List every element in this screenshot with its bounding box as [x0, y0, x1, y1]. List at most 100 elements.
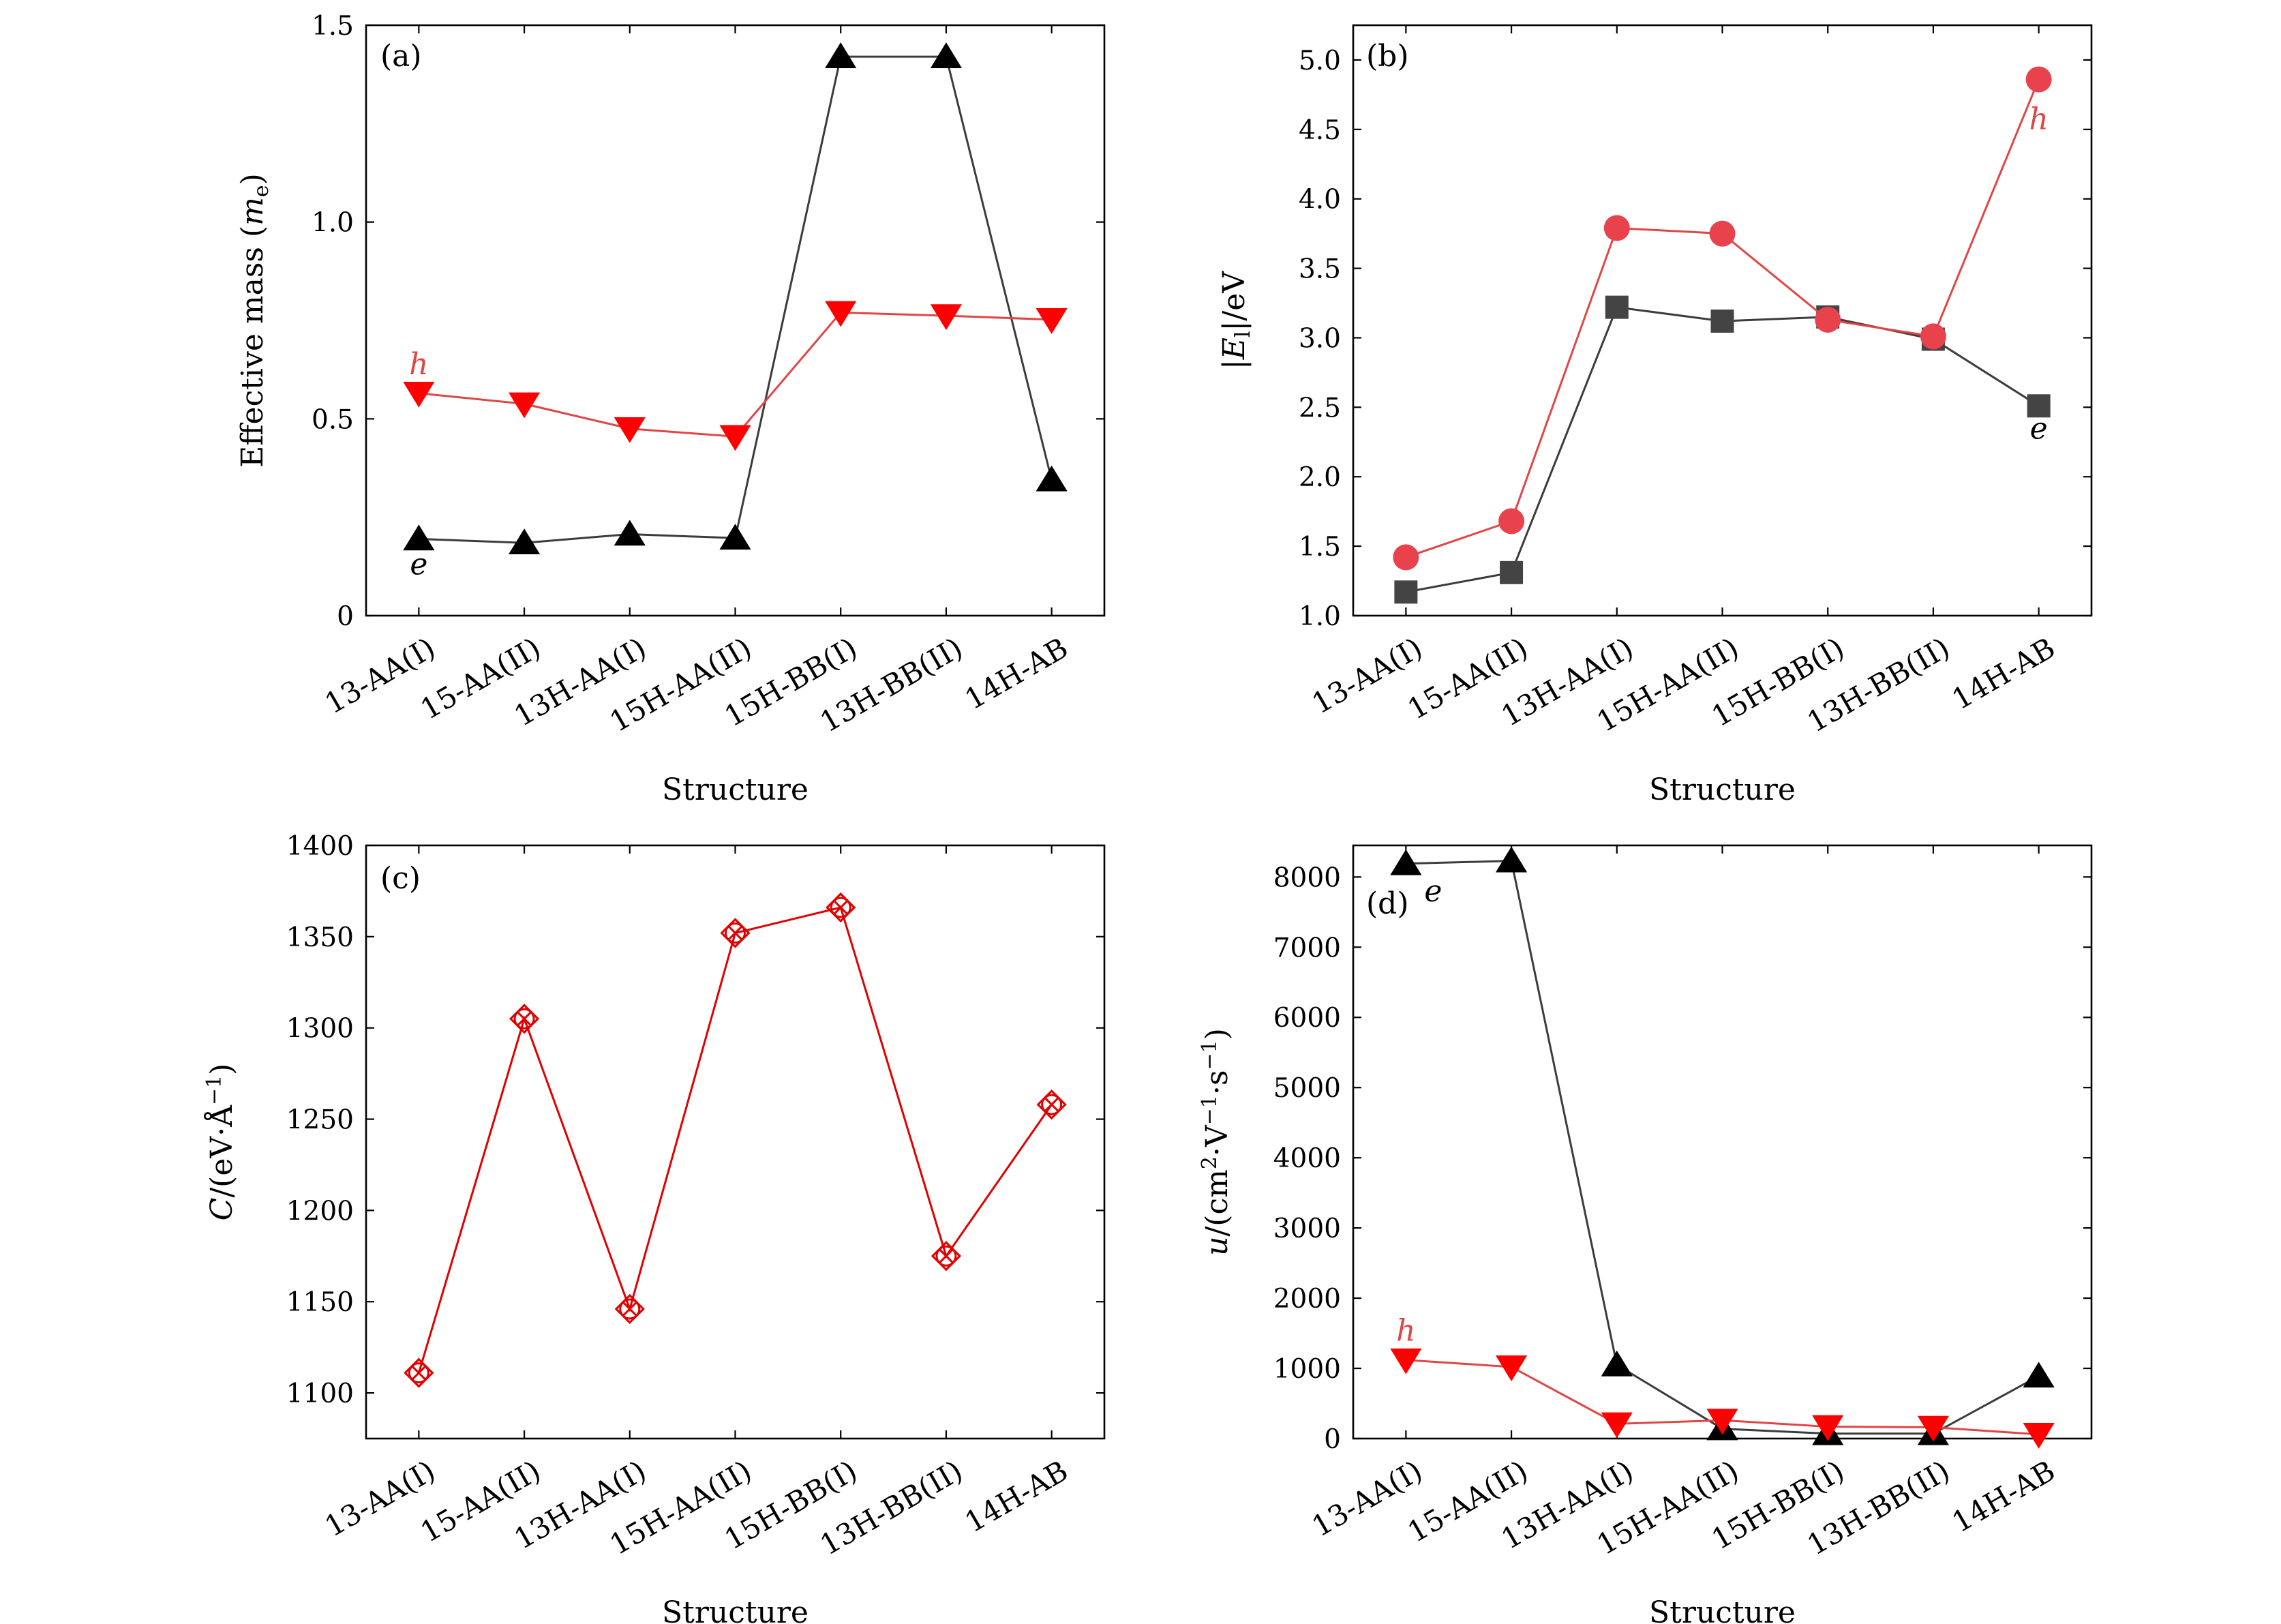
data-point	[1036, 308, 1068, 334]
x-axis-label: Structure	[662, 1595, 809, 1624]
data-point	[1036, 465, 1068, 492]
y-tick-label: 4000	[1273, 1143, 1341, 1174]
data-point	[1605, 295, 1629, 319]
series-annotation: h	[1396, 1314, 1415, 1349]
y-tick-label: 4.5	[1299, 115, 1341, 146]
y-tick-label: 5000	[1273, 1073, 1341, 1104]
y-tick-label: 1000	[1273, 1354, 1341, 1385]
x-tick-label: 14H-AB	[1946, 631, 2061, 716]
data-point	[719, 425, 751, 451]
y-tick-label: 0	[337, 601, 354, 632]
y-tick-label: 8000	[1273, 862, 1341, 893]
y-tick-label: 1.5	[312, 11, 354, 42]
data-point	[509, 1004, 540, 1034]
data-point	[930, 42, 963, 68]
data-point	[2023, 1362, 2055, 1388]
x-tick-label: 14H-AB	[959, 631, 1074, 716]
data-point	[719, 524, 751, 550]
data-point	[1495, 1355, 1528, 1381]
data-point	[825, 42, 857, 68]
x-tick-label: 14H-AB	[1946, 1454, 2061, 1539]
series-e: e	[1390, 846, 2055, 1445]
y-tick-label: 1250	[286, 1105, 354, 1136]
y-tick-label: 1150	[286, 1287, 354, 1318]
data-point	[403, 524, 435, 551]
y-tick-label: 1400	[286, 831, 354, 862]
y-tick-label: 4.0	[1299, 185, 1341, 215]
series-line	[417, 906, 1053, 1374]
chart-panel-d: 01000200030004000500060007000800013-AA(I…	[1198, 844, 2093, 1624]
plot-frame	[1352, 844, 2093, 1440]
x-axis-label: Structure	[1649, 1595, 1796, 1624]
chart-panel-b: 1.01.52.02.53.03.54.04.55.013-AA(I)15-AA…	[1217, 24, 2093, 807]
data-point	[1500, 560, 1524, 584]
data-point	[1709, 220, 1736, 247]
series-annotation: h	[2029, 102, 2048, 136]
data-point	[931, 1241, 962, 1272]
y-tick-label: 2.0	[1299, 462, 1341, 493]
data-point	[1917, 1415, 1950, 1442]
y-tick-label: 1300	[286, 1014, 354, 1044]
data-point	[1710, 310, 1734, 333]
data-point	[614, 417, 646, 443]
x-axis-label: Structure	[1649, 772, 1796, 807]
series-annotation: h	[409, 347, 428, 382]
panel-label: (b)	[1366, 39, 1409, 74]
data-point	[1706, 1409, 1738, 1435]
series-h: h	[1390, 1314, 2055, 1449]
y-tick-label: 1.0	[1299, 601, 1341, 632]
x-axis-label: Structure	[662, 772, 809, 807]
data-point	[826, 892, 856, 923]
y-axis-label: C/(eV·Å−1)	[202, 1064, 239, 1221]
data-point	[1601, 1412, 1633, 1439]
y-tick-label: 7000	[1273, 933, 1341, 963]
series-annotation: e	[1424, 874, 1442, 909]
data-point	[508, 392, 541, 419]
series-annotation: e	[410, 547, 427, 582]
y-tick-label: 2.5	[1299, 393, 1341, 423]
data-point	[720, 918, 751, 948]
data-point	[1390, 849, 1422, 875]
chart-panel-c: 110011501200125013001350140013-AA(I)15-A…	[202, 831, 1106, 1624]
data-point	[1036, 1089, 1067, 1120]
y-tick-label: 0	[1324, 1424, 1341, 1455]
data-point	[1920, 323, 1946, 350]
data-point	[2027, 394, 2051, 418]
series-line	[419, 55, 1053, 544]
y-tick-label: 3000	[1273, 1214, 1341, 1244]
chart-panel-a: 00.51.01.513-AA(I)15-AA(II)13H-AA(I)15H-…	[235, 11, 1106, 807]
data-point	[403, 382, 435, 408]
y-tick-label: 3.0	[1299, 323, 1341, 354]
y-tick-label: 1.0	[312, 208, 354, 239]
panel-label: (d)	[1366, 886, 1409, 921]
data-point	[1603, 215, 1630, 241]
data-point	[1495, 846, 1528, 873]
data-point	[508, 528, 541, 554]
y-tick-label: 0.5	[312, 404, 354, 435]
data-point	[1601, 1350, 1633, 1377]
data-point	[1812, 1415, 1844, 1441]
panel-label: (a)	[380, 39, 422, 74]
y-tick-label: 6000	[1273, 1003, 1341, 1034]
y-axis-label: Effective mass (me)	[235, 173, 273, 468]
data-point	[825, 301, 857, 327]
data-point	[930, 304, 963, 331]
y-tick-label: 1.5	[1299, 532, 1341, 562]
x-tick-label: 14H-AB	[959, 1454, 1074, 1539]
series-h: h	[403, 301, 1068, 451]
data-point	[1390, 1348, 1422, 1374]
y-tick-label: 2000	[1273, 1284, 1341, 1314]
series-h: h	[1393, 66, 2052, 571]
data-point	[1394, 580, 1418, 604]
data-point	[1498, 508, 1525, 535]
y-tick-label: 5.0	[1299, 46, 1341, 76]
data-point	[1393, 544, 1419, 571]
data-point	[614, 1293, 645, 1325]
panel-label: (c)	[380, 861, 421, 896]
y-axis-label: |El|/eV	[1217, 271, 1255, 370]
y-tick-label: 1100	[286, 1379, 354, 1409]
data-point	[2023, 1423, 2055, 1449]
y-tick-label: 1200	[286, 1196, 354, 1227]
series-e: e	[1394, 295, 2051, 604]
